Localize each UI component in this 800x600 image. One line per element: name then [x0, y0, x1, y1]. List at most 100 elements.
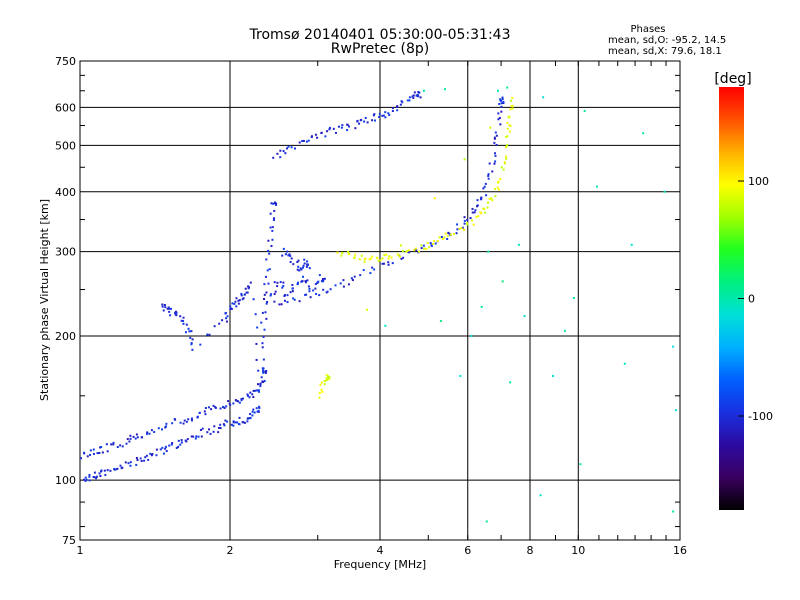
data-point [326, 375, 329, 378]
data-point [227, 400, 230, 403]
data-point [265, 302, 268, 305]
data-point [433, 240, 436, 243]
data-point [282, 150, 285, 153]
data-point [319, 383, 322, 386]
data-point [263, 379, 266, 382]
data-point [249, 391, 252, 394]
data-point [327, 378, 330, 381]
data-point [487, 177, 490, 180]
data-point [175, 314, 178, 317]
data-point [247, 394, 250, 397]
data-point [286, 250, 289, 253]
data-point [341, 124, 344, 127]
data-point [383, 254, 386, 257]
data-point [369, 272, 372, 275]
data-point [155, 448, 158, 451]
data-point [237, 400, 240, 403]
data-point [173, 418, 176, 421]
data-point [195, 435, 198, 438]
data-point [263, 297, 266, 300]
data-point [247, 417, 250, 420]
data-point [279, 156, 282, 159]
data-point [466, 223, 469, 226]
data-point [378, 115, 381, 118]
data-point [508, 130, 511, 133]
data-point [213, 425, 216, 428]
data-point [495, 144, 498, 147]
data-point [213, 325, 216, 328]
data-point [346, 129, 349, 132]
data-point [284, 253, 287, 256]
data-point [318, 274, 321, 277]
data-point [255, 407, 258, 410]
data-point [502, 168, 505, 171]
data-point [511, 104, 514, 107]
data-point [388, 113, 391, 116]
data-point [323, 277, 326, 280]
data-point [224, 419, 227, 422]
data-point [165, 422, 168, 425]
data-point [480, 197, 483, 200]
data-point [312, 289, 315, 292]
data-point [426, 241, 429, 244]
data-point [326, 130, 329, 133]
data-point [170, 443, 173, 446]
data-points [80, 86, 677, 523]
data-point [273, 300, 276, 303]
data-point [274, 203, 277, 206]
data-point [460, 227, 463, 230]
data-point [391, 109, 394, 112]
data-point [221, 319, 224, 322]
data-point [347, 250, 350, 253]
data-point [286, 147, 289, 150]
data-point [109, 469, 112, 472]
data-point [499, 178, 502, 181]
data-point [498, 117, 501, 120]
data-point [144, 456, 147, 459]
data-point [83, 451, 86, 454]
data-point [497, 188, 500, 191]
data-point [292, 297, 295, 300]
data-point [474, 209, 477, 212]
data-point [165, 425, 168, 428]
data-point [387, 263, 390, 266]
data-point [234, 421, 237, 424]
data-point [121, 466, 124, 469]
data-point [212, 404, 215, 407]
data-point [286, 294, 289, 297]
data-point [182, 422, 185, 425]
data-point [272, 217, 275, 220]
data-point [187, 418, 190, 421]
data-point [129, 437, 132, 440]
data-point [247, 285, 250, 288]
data-point [229, 307, 232, 310]
data-point [364, 117, 367, 120]
data-point [358, 258, 361, 261]
data-point [387, 112, 390, 115]
data-point [499, 123, 502, 126]
data-point [269, 294, 272, 297]
data-point [256, 389, 259, 392]
data-point [255, 358, 258, 361]
data-point [265, 317, 268, 320]
data-point [381, 257, 384, 260]
data-point [542, 96, 545, 99]
data-point [539, 494, 542, 497]
data-point [384, 111, 387, 114]
data-point [373, 113, 376, 116]
data-point [308, 290, 311, 293]
data-point [101, 451, 104, 454]
data-point [245, 291, 248, 294]
data-point [456, 223, 459, 226]
data-point [502, 102, 505, 105]
data-point [314, 287, 317, 290]
data-point [301, 275, 304, 278]
data-point [252, 396, 255, 399]
data-point [420, 247, 423, 250]
data-point [208, 428, 211, 431]
data-point [506, 121, 509, 124]
data-point [189, 336, 192, 339]
data-point [98, 451, 101, 454]
data-point [261, 342, 264, 345]
data-point [231, 302, 234, 305]
